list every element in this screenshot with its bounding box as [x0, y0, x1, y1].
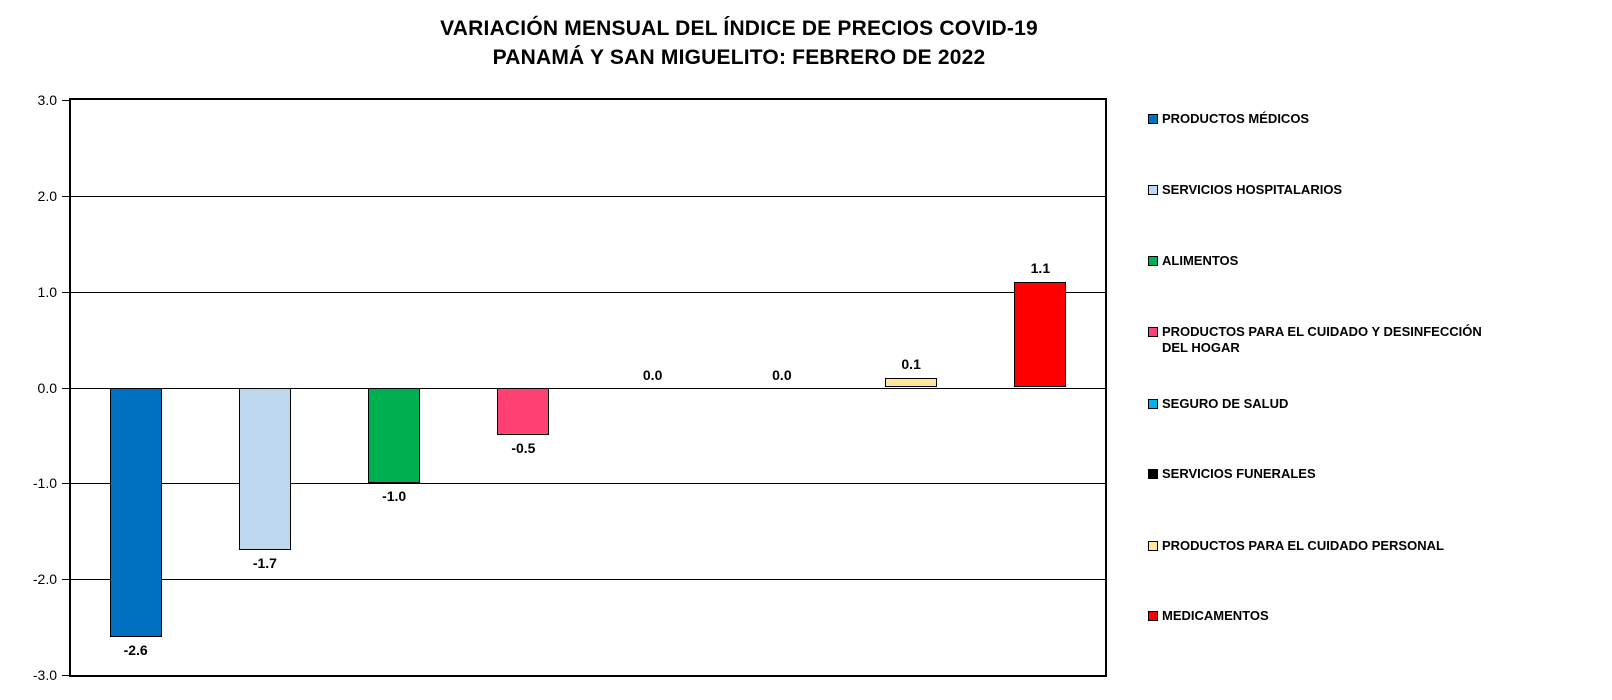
y-tick-label: 3.0: [37, 92, 57, 108]
legend-swatch-icon: [1148, 327, 1158, 337]
legend-label: PRODUCTOS MÉDICOS: [1162, 111, 1310, 126]
y-axis-tick: [62, 579, 69, 581]
y-tick-label: -3.0: [32, 667, 57, 683]
gridline-2.0: [71, 195, 1105, 197]
bar-4: [497, 387, 550, 436]
bar-label-6: 0.0: [772, 366, 792, 383]
legend-item-8: MEDICAMENTOS: [1148, 608, 1269, 624]
legend-swatch-icon: [1148, 611, 1158, 621]
y-tick-label: 2.0: [37, 187, 57, 204]
legend-item-4: PRODUCTOS PARA EL CUIDADO Y DESINFECCIÓN…: [1148, 324, 1498, 356]
legend-label: SERVICIOS FUNERALES: [1162, 466, 1316, 481]
bar-label-5: 0.0: [642, 366, 663, 383]
bar-label-3: -1.0: [382, 488, 407, 505]
legend-label: PRODUCTOS PARA EL CUIDADO PERSONAL: [1162, 538, 1444, 553]
plot-area: 3.0 2.0 1.0 0.0 -1.0 -2.0 -3.0 -2.6 -1.7 -1.0 -0.5…: [33, 92, 1107, 683]
bar-label-8: 1.1: [1030, 260, 1051, 277]
bar-label-1: -2.6: [123, 641, 148, 658]
legend-label: PRODUCTOS PARA EL CUIDADO Y DESINFECCIÓN…: [1162, 324, 1482, 355]
y-axis-tick: [62, 483, 69, 485]
y-axis-tick: [62, 195, 69, 197]
legend-swatch-icon: [1148, 114, 1158, 124]
legend-label: MEDICAMENTOS: [1162, 608, 1269, 623]
gridline--1.0: [71, 483, 1105, 485]
legend-item-1: PRODUCTOS MÉDICOS: [1148, 111, 1309, 127]
legend-label: ALIMENTOS: [1162, 253, 1239, 268]
legend-swatch-icon: [1148, 541, 1158, 551]
legend-label: SEGURO DE SALUD: [1162, 396, 1289, 411]
legend-item-2: SERVICIOS HOSPITALARIOS: [1148, 182, 1342, 198]
legend-item-5: SEGURO DE SALUD: [1148, 396, 1288, 412]
y-tick-label: -1.0: [32, 475, 57, 492]
bar-label-4: -0.5: [511, 440, 536, 457]
bar-8: [1014, 282, 1067, 388]
chart-title-line2: PANAMÁ Y SAN MIGUELITO: FEBRERO DE 2022: [492, 46, 986, 69]
y-axis-tick: [62, 675, 69, 676]
legend-swatch-icon: [1148, 185, 1158, 195]
y-tick-label: 0.0: [37, 379, 57, 396]
legend-item-3: ALIMENTOS: [1148, 253, 1238, 269]
chart-title-line1: VARIACIÓN MENSUAL DEL ÍNDICE DE PRECIOS …: [440, 17, 1038, 40]
y-tick-label: -2.0: [32, 571, 57, 588]
legend-swatch-icon: [1148, 399, 1158, 409]
legend-item-7: PRODUCTOS PARA EL CUIDADO PERSONAL: [1148, 538, 1444, 554]
gridline-1.0: [71, 291, 1105, 293]
bar-2: [238, 387, 291, 551]
y-axis-tick: [62, 100, 69, 101]
gridline-0.0: [71, 387, 1105, 389]
legend-label: SERVICIOS HOSPITALARIOS: [1162, 182, 1343, 197]
bar-label-7: 0.1: [901, 355, 921, 372]
legend-item-6: SERVICIOS FUNERALES: [1148, 466, 1316, 482]
y-axis-tick: [62, 387, 69, 389]
chart-title: VARIACIÓN MENSUAL DEL ÍNDICE DE PRECIOS …: [0, 14, 1478, 72]
legend-swatch-icon: [1148, 469, 1158, 479]
bar-1: [109, 387, 162, 637]
y-axis-tick: [62, 291, 69, 293]
bar-3: [368, 387, 421, 484]
y-tick-label: 1.0: [37, 283, 57, 300]
gridline--2.0: [71, 579, 1105, 581]
chart-legend: PRODUCTOS MÉDICOS SERVICIOS HOSPITALARIOS…: [1148, 0, 1518, 700]
legend-swatch-icon: [1148, 256, 1158, 266]
bar-7: [885, 377, 938, 388]
bar-label-2: -1.7: [252, 555, 277, 572]
